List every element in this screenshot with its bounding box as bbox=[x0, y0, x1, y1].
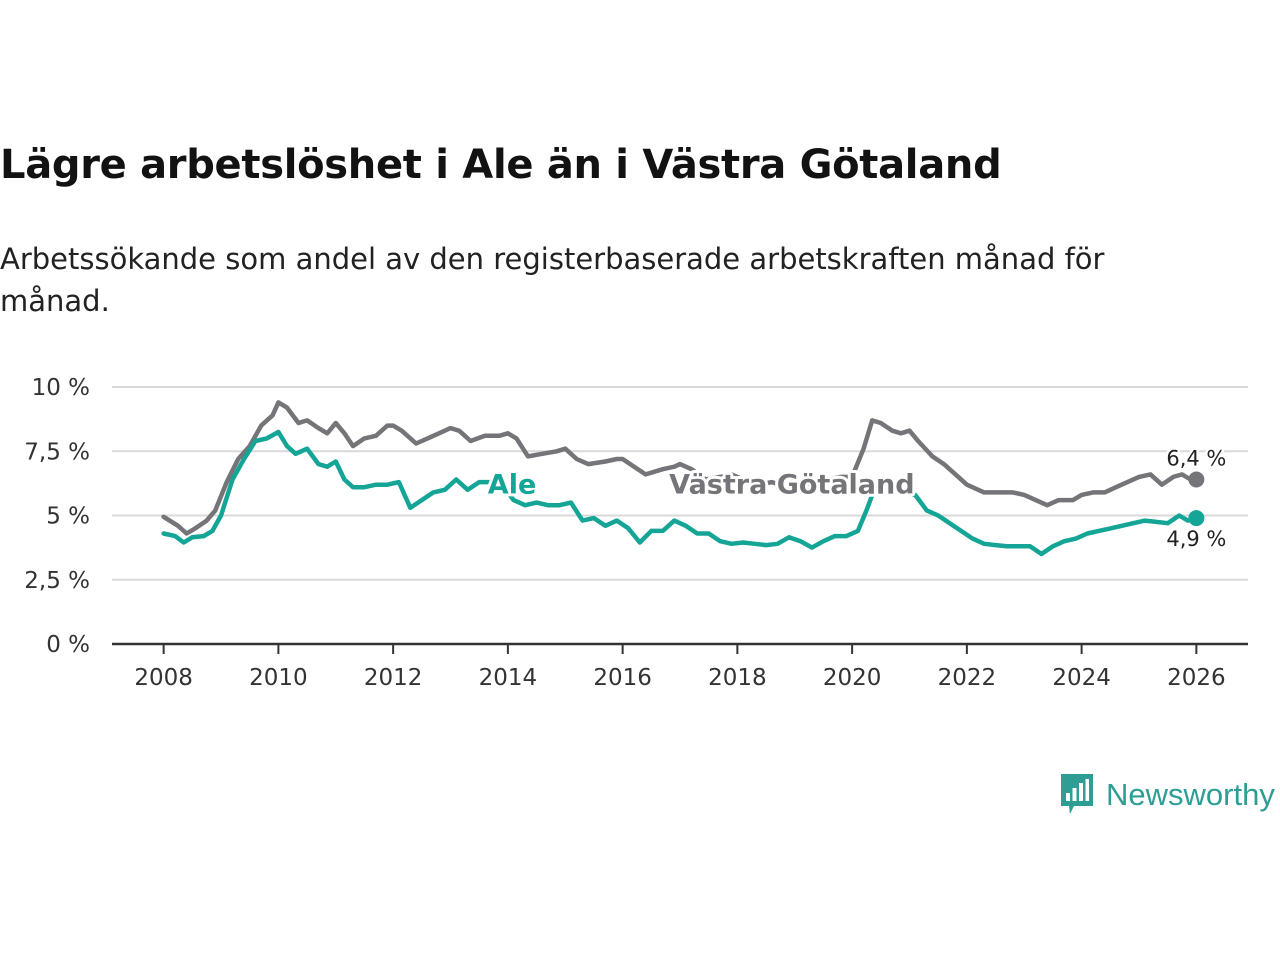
series-label-ale: Ale bbox=[488, 469, 536, 500]
series-lines bbox=[161, 400, 1205, 557]
end-point-marker bbox=[1188, 510, 1205, 527]
x-tick-label: 2022 bbox=[938, 665, 997, 691]
y-tick-label: 0 % bbox=[46, 632, 90, 658]
series-line-västra-götaland bbox=[161, 400, 1199, 536]
x-tick-label: 2026 bbox=[1167, 665, 1226, 691]
bar-chart-speech-icon bbox=[1061, 774, 1093, 814]
x-tick-label: 2014 bbox=[479, 665, 538, 691]
x-tick-label: 2016 bbox=[593, 665, 652, 691]
brand-name: Newsworthy bbox=[1106, 777, 1275, 812]
series-line-ale bbox=[161, 429, 1199, 557]
y-tick-label: 10 % bbox=[32, 375, 90, 401]
end-point-marker bbox=[1188, 471, 1205, 488]
end-value-label-ale: 4,9 % bbox=[1166, 527, 1226, 551]
x-tick-label: 2012 bbox=[364, 665, 423, 691]
x-tick-label: 2020 bbox=[823, 665, 882, 691]
x-tick-label: 2008 bbox=[134, 665, 193, 691]
y-tick-label: 2,5 % bbox=[24, 568, 90, 594]
newsworthy-logo[interactable]: Newsworthy bbox=[1058, 772, 1275, 818]
x-tick-label: 2024 bbox=[1052, 665, 1111, 691]
y-tick-label: 5 % bbox=[46, 504, 90, 530]
chart-title: Lägre arbetslöshet i Ale än i Västra Göt… bbox=[0, 142, 1002, 188]
x-tick-label: 2018 bbox=[708, 665, 767, 691]
x-tick-label: 2010 bbox=[249, 665, 308, 691]
series-labels: Västra Götaland Ale 6,4 % 4,9 % bbox=[485, 444, 1229, 554]
chart-subtitle: Arbetssökande som andel av den registerb… bbox=[0, 242, 1105, 318]
end-value-label-vastra-gotaland: 6,4 % bbox=[1166, 447, 1226, 471]
gridlines bbox=[112, 386, 1248, 646]
y-tick-label: 7,5 % bbox=[24, 439, 90, 465]
y-axis-ticks: 0 % 2,5 % 5 % 7,5 % 10 % bbox=[24, 375, 90, 658]
series-label-vastra-gotaland: Västra Götaland bbox=[669, 469, 914, 500]
x-axis-ticks: 2008 2010 2012 2014 2016 2018 2020 2022 2024 2026 bbox=[134, 644, 1226, 691]
